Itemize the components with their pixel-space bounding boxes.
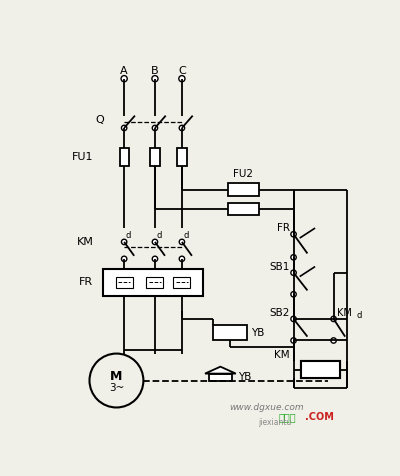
Text: FR: FR	[79, 278, 93, 288]
Circle shape	[179, 76, 185, 82]
Text: FU1: FU1	[72, 152, 93, 162]
Text: FU2: FU2	[234, 169, 254, 179]
Text: KM: KM	[76, 237, 93, 247]
Circle shape	[152, 76, 158, 82]
Bar	[120, 148, 129, 167]
Circle shape	[291, 338, 296, 343]
Text: d: d	[125, 231, 131, 240]
Text: A: A	[120, 66, 128, 76]
Circle shape	[122, 239, 127, 245]
Text: d: d	[357, 311, 362, 320]
Circle shape	[291, 316, 296, 322]
Text: d: d	[183, 231, 188, 240]
Bar	[174, 277, 190, 288]
Circle shape	[121, 76, 127, 82]
Circle shape	[291, 270, 296, 276]
Text: KM: KM	[274, 350, 290, 360]
Circle shape	[179, 125, 184, 130]
Text: KM: KM	[338, 308, 352, 318]
Bar	[177, 148, 186, 167]
Circle shape	[331, 316, 336, 322]
Bar	[150, 148, 160, 167]
Bar	[213, 325, 247, 340]
Circle shape	[122, 256, 127, 261]
Polygon shape	[205, 367, 236, 374]
Text: B: B	[151, 66, 159, 76]
Circle shape	[152, 256, 158, 261]
Text: M: M	[110, 370, 123, 383]
Text: YB: YB	[251, 328, 264, 338]
Text: C: C	[178, 66, 186, 76]
Text: FR: FR	[277, 223, 290, 233]
Text: 接线图: 接线图	[278, 413, 296, 423]
Text: SB1: SB1	[269, 261, 290, 272]
Text: .COM: .COM	[305, 413, 334, 423]
Circle shape	[122, 125, 127, 130]
Bar	[146, 277, 164, 288]
Bar	[228, 183, 259, 196]
Text: YB: YB	[238, 372, 252, 382]
Circle shape	[179, 256, 184, 261]
Text: www.dgxue.com: www.dgxue.com	[229, 403, 304, 412]
Bar	[228, 203, 259, 215]
Text: 3~: 3~	[109, 383, 124, 393]
Bar	[301, 361, 340, 378]
Bar	[116, 277, 133, 288]
Circle shape	[179, 239, 184, 245]
Circle shape	[152, 125, 158, 130]
Bar	[301, 361, 340, 378]
Bar	[103, 269, 204, 296]
Text: SB2: SB2	[269, 308, 290, 318]
Circle shape	[331, 338, 336, 343]
Text: Q: Q	[96, 115, 104, 125]
Circle shape	[291, 231, 296, 237]
Circle shape	[291, 255, 296, 260]
Text: d: d	[156, 231, 162, 240]
Circle shape	[152, 239, 158, 245]
Circle shape	[291, 292, 296, 297]
Text: jiexiantu: jiexiantu	[258, 418, 291, 427]
Bar	[209, 374, 232, 380]
